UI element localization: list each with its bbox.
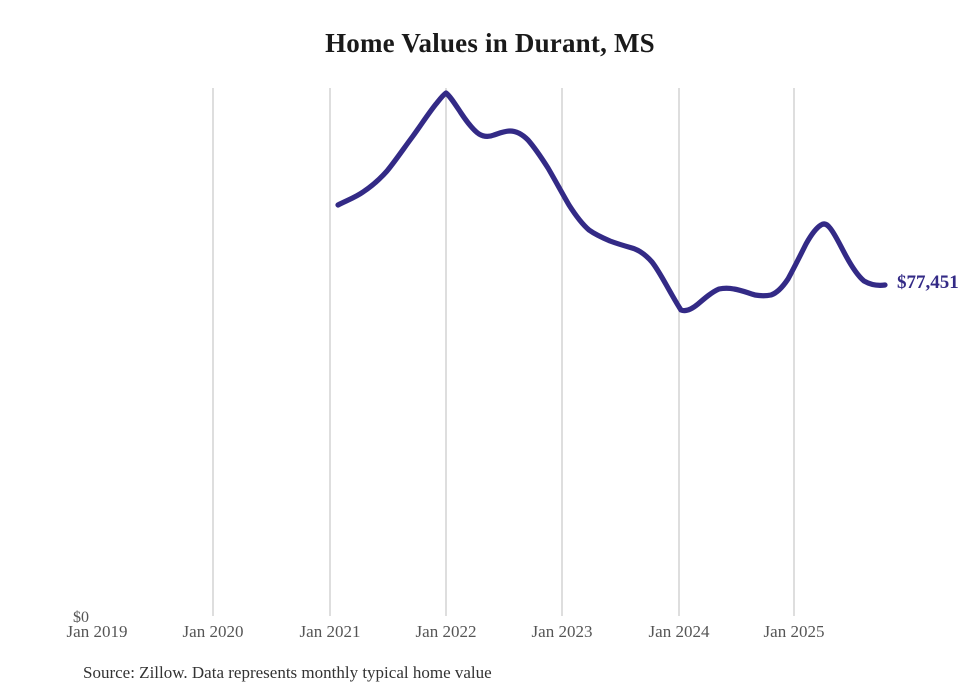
page-title: Home Values in Durant, MS [325,28,655,58]
x-axis-tick-label-jan-2019: Jan 2019 [66,622,128,641]
source-note: Source: Zillow. Data represents monthly … [83,663,492,682]
gridlines-group [212,88,795,616]
x-axis-tick-label-jan-2020: Jan 2020 [182,622,244,641]
data-series-line [335,90,888,314]
x-axis-tick-label-jan-2023: Jan 2023 [531,622,593,641]
x-axis-tick-label-jan-2025: Jan 2025 [763,622,825,641]
y-axis-tick-label-zero: $0 [73,609,89,626]
series-end-value-label: $77,451 [897,272,959,293]
x-axis-tick-label-jan-2021: Jan 2021 [299,622,361,641]
x-axis-tick-label-jan-2022: Jan 2022 [415,622,477,641]
x-axis-tick-label-jan-2024: Jan 2024 [648,622,710,641]
